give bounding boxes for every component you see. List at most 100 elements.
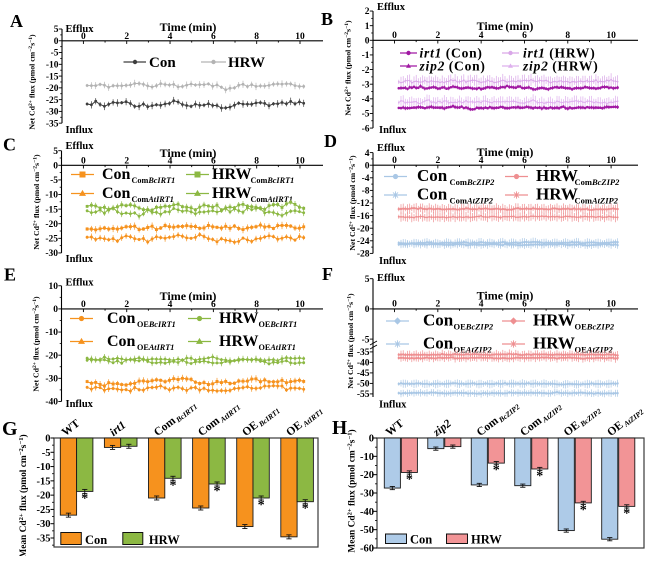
svg-text:0: 0 <box>392 31 397 41</box>
svg-text:-30: -30 <box>45 375 58 385</box>
svg-text:0: 0 <box>365 305 370 315</box>
svg-text:ComBcZIP2: ComBcZIP2 <box>450 177 496 187</box>
svg-text:irt1 (HRW): irt1 (HRW) <box>523 46 596 61</box>
svg-text:Efflux: Efflux <box>66 278 95 289</box>
svg-text:-20: -20 <box>45 220 58 230</box>
svg-text:HRW: HRW <box>212 166 251 183</box>
svg-text:Con: Con <box>423 311 454 330</box>
svg-text:ComAtZIP2: ComAtZIP2 <box>575 196 619 206</box>
svg-text:ComAtIRT1: ComAtIRT1 <box>251 195 293 204</box>
svg-text:-25: -25 <box>37 505 51 516</box>
svg-text:0: 0 <box>369 434 374 445</box>
svg-text:Time (min): Time (min) <box>477 289 534 303</box>
svg-text:Com AtIRT1: Com AtIRT1 <box>196 400 242 440</box>
svg-text:6: 6 <box>211 157 216 167</box>
svg-text:Efflux: Efflux <box>377 2 406 13</box>
svg-text:8: 8 <box>565 156 570 166</box>
svg-text:HRW: HRW <box>536 185 578 204</box>
svg-text:1: 1 <box>365 22 370 32</box>
svg-text:Net Cd2+ flux (pmol cm−2s−1): Net Cd2+ flux (pmol cm−2s−1) <box>348 155 357 251</box>
svg-text:Influx: Influx <box>66 254 94 265</box>
svg-text:-15: -15 <box>37 476 51 487</box>
svg-text:-15: -15 <box>45 205 58 215</box>
svg-text:2: 2 <box>435 156 440 166</box>
svg-text:-45: -45 <box>357 369 370 379</box>
svg-text:HRW: HRW <box>212 185 251 202</box>
svg-text:10: 10 <box>606 156 616 166</box>
svg-text:Net Cd2+ flux (pmol cm−2s−1): Net Cd2+ flux (pmol cm−2s−1) <box>346 293 355 389</box>
svg-text:*: * <box>493 463 500 478</box>
svg-text:F: F <box>322 264 333 284</box>
svg-text:ComBcIRT1: ComBcIRT1 <box>251 176 295 185</box>
svg-text:-20: -20 <box>37 491 51 502</box>
svg-text:*: * <box>169 478 176 493</box>
svg-text:-20: -20 <box>357 224 370 234</box>
svg-text:irt1: irt1 <box>108 419 128 439</box>
svg-text:0: 0 <box>81 32 86 42</box>
svg-text:OE BcZIP2: OE BcZIP2 <box>562 403 604 439</box>
svg-text:-30: -30 <box>360 488 374 499</box>
svg-text:-40: -40 <box>360 507 374 518</box>
svg-text:-35: -35 <box>357 348 370 358</box>
svg-text:Net Cd2+ flux (pmol cm−2s−1): Net Cd2+ flux (pmol cm−2s−1) <box>32 154 41 250</box>
svg-text:OEAtZIP2: OEAtZIP2 <box>575 345 614 355</box>
svg-text:0: 0 <box>365 161 370 171</box>
svg-text:-4: -4 <box>362 174 370 184</box>
svg-text:Con: Con <box>107 310 136 327</box>
svg-text:5: 5 <box>54 25 59 35</box>
svg-text:ComBcZIP2: ComBcZIP2 <box>575 177 621 187</box>
svg-text:-3: -3 <box>362 80 370 90</box>
svg-text:-12: -12 <box>357 199 370 209</box>
svg-text:0: 0 <box>81 300 86 310</box>
svg-text:4: 4 <box>168 300 173 310</box>
svg-text:5: 5 <box>53 147 58 157</box>
svg-text:-2: -2 <box>362 66 370 76</box>
svg-text:-10: -10 <box>46 61 59 71</box>
svg-text:*: * <box>536 469 543 484</box>
svg-text:A: A <box>10 11 23 31</box>
svg-text:10: 10 <box>606 300 616 310</box>
svg-text:Com BcIRT1: Com BcIRT1 <box>152 399 199 440</box>
svg-text:*: * <box>258 498 265 513</box>
svg-text:Efflux: Efflux <box>66 141 95 152</box>
svg-text:4: 4 <box>168 157 173 167</box>
svg-text:Efflux: Efflux <box>377 273 406 284</box>
svg-text:Net Cd2+ flux (pmol cm−2s−1): Net Cd2+ flux (pmol cm−2s−1) <box>28 34 37 130</box>
svg-text:-5: -5 <box>42 448 51 459</box>
svg-text:HRW: HRW <box>533 334 575 353</box>
svg-text:*: * <box>580 503 587 518</box>
svg-text:-50: -50 <box>360 525 374 536</box>
svg-text:zip2 (Con): zip2 (Con) <box>419 59 486 74</box>
svg-text:4: 4 <box>479 31 484 41</box>
svg-text:Time (min): Time (min) <box>160 289 217 303</box>
svg-text:2: 2 <box>435 31 440 41</box>
svg-text:-55: -55 <box>357 390 370 400</box>
svg-text:2: 2 <box>365 7 370 17</box>
svg-text:6: 6 <box>522 156 527 166</box>
svg-text:-5: -5 <box>362 110 370 120</box>
svg-text:Con: Con <box>102 166 131 183</box>
svg-text:E: E <box>4 265 16 285</box>
svg-text:Mean Cd2+ flux (pmol cm−2s−1): Mean Cd2+ flux (pmol cm−2s−1) <box>347 429 358 552</box>
svg-text:Influx: Influx <box>66 125 94 136</box>
svg-text:4: 4 <box>168 32 173 42</box>
svg-text:6: 6 <box>522 300 527 310</box>
svg-text:6: 6 <box>211 300 216 310</box>
svg-text:Net Cd2+ flux (pmol cm−2s−1): Net Cd2+ flux (pmol cm−2s−1) <box>32 296 41 392</box>
svg-text:OEBcZIP2: OEBcZIP2 <box>575 322 615 332</box>
svg-text:Com AtZIP2: Com AtZIP2 <box>518 400 564 440</box>
svg-text:Influx: Influx <box>379 400 407 411</box>
svg-text:8: 8 <box>565 31 570 41</box>
svg-text:Con: Con <box>417 185 448 204</box>
svg-text:WT: WT <box>384 417 407 438</box>
svg-text:*: * <box>406 472 413 487</box>
svg-text:-10: -10 <box>37 462 51 473</box>
svg-text:Time (min): Time (min) <box>160 20 217 34</box>
svg-text:HRW: HRW <box>228 55 265 71</box>
svg-text:D: D <box>324 131 337 151</box>
svg-text:OEAtIRT1: OEAtIRT1 <box>137 343 174 352</box>
svg-text:WT: WT <box>60 417 83 438</box>
svg-text:Con: Con <box>85 533 107 547</box>
svg-text:C: C <box>3 135 16 155</box>
svg-text:10: 10 <box>49 282 59 292</box>
